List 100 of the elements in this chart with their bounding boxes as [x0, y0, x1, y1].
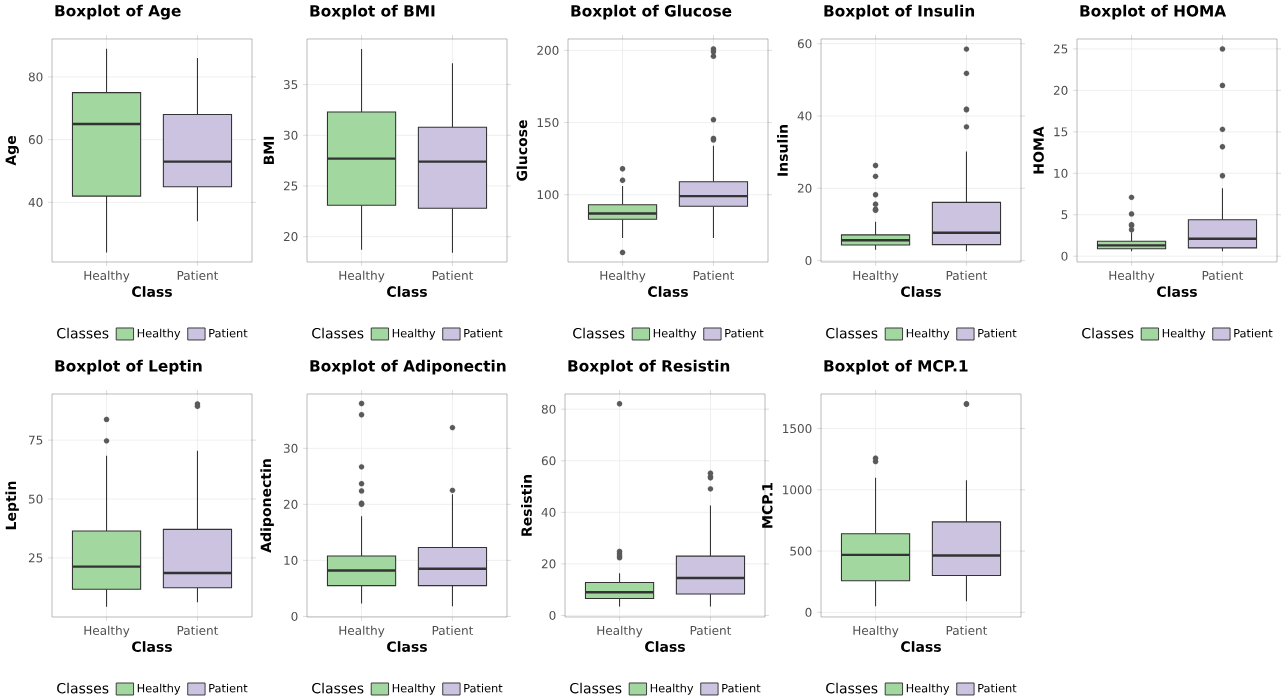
x-tick-label: Patient — [690, 625, 732, 635]
y-axis-title: BMI — [263, 136, 274, 165]
x-tick-label: Patient — [177, 625, 219, 635]
y-tick-label: 25 — [283, 181, 298, 191]
x-axis-title: Class — [1157, 286, 1197, 297]
legend-label: Patient — [464, 328, 503, 338]
y-axis-title: Adiponectin — [260, 459, 274, 553]
chart-title: Boxplot of MCP.1 — [824, 359, 968, 375]
chart-title: Boxplot of Age — [55, 4, 181, 20]
y-tick-label: 20 — [541, 559, 556, 569]
legend-label: Patient — [209, 683, 248, 693]
x-axis-title: Class — [132, 641, 172, 652]
y-tick-label: 40 — [797, 111, 812, 121]
y-tick-label: 40 — [28, 197, 43, 207]
y-tick-label: 0 — [805, 607, 812, 617]
y-tick-label: 15 — [1054, 127, 1068, 137]
y-tick-label: 0 — [291, 611, 298, 621]
x-tick-label: Healthy — [1109, 270, 1155, 283]
legend-label: Healthy — [653, 328, 697, 340]
x-tick-label: Healthy — [853, 625, 899, 638]
y-tick-label: 0 — [805, 256, 812, 266]
y-tick-label: 500 — [790, 546, 812, 556]
x-tick-label: Patient — [946, 625, 988, 635]
legend-title: Classes — [1082, 327, 1134, 339]
legend-label: Healthy — [650, 683, 694, 695]
y-tick-label: 20 — [283, 499, 298, 509]
chart-title: Boxplot of BMI — [310, 4, 435, 20]
x-axis-title: Class — [901, 286, 941, 297]
x-axis-title: Class — [387, 641, 427, 652]
legend-label: Patient — [978, 683, 1017, 693]
y-axis-title: Age — [5, 136, 19, 166]
y-tick-label: 80 — [541, 404, 556, 414]
y-tick-label: 0 — [1061, 251, 1068, 261]
x-tick-label: Healthy — [339, 270, 385, 283]
x-tick-label: Healthy — [600, 270, 646, 283]
y-tick-label: 200 — [537, 45, 559, 55]
legend-title: Classes — [573, 327, 625, 339]
legend-label: Patient — [209, 328, 248, 338]
legend-label: Healthy — [137, 683, 181, 695]
legend-label: Healthy — [906, 683, 950, 695]
y-tick-label: 60 — [797, 39, 812, 49]
legend-label: Patient — [725, 328, 764, 338]
y-tick-label: 10 — [1054, 168, 1068, 178]
x-tick-label: Healthy — [853, 270, 899, 283]
legend-label: Patient — [978, 328, 1017, 338]
y-tick-label: 80 — [28, 72, 43, 82]
x-axis-title: Class — [648, 286, 688, 297]
x-tick-label: Patient — [693, 270, 735, 280]
y-axis-title: MCP.1 — [762, 482, 773, 528]
chart-title: Boxplot of HOMA — [1080, 4, 1227, 20]
legend-title: Classes — [826, 682, 878, 694]
legend-label: Patient — [1234, 328, 1273, 338]
y-axis-title: Glucose — [516, 120, 528, 181]
legend-title: Classes — [57, 682, 109, 694]
chart-title: Boxplot of Insulin — [824, 4, 975, 20]
legend-label: Healthy — [392, 328, 436, 340]
y-tick-label: 20 — [797, 183, 812, 193]
x-axis-title: Class — [901, 641, 941, 652]
x-axis-title: Class — [645, 641, 685, 652]
y-tick-label: 20 — [283, 232, 298, 242]
x-tick-label: Healthy — [339, 625, 385, 638]
x-tick-label: Patient — [177, 270, 219, 280]
chart-title: Boxplot of Adiponectin — [310, 359, 506, 375]
legend-title: Classes — [312, 327, 364, 339]
legend-title: Classes — [57, 327, 109, 339]
x-tick-label: Healthy — [597, 625, 643, 638]
y-tick-label: 25 — [1053, 44, 1068, 54]
legend-title: Classes — [570, 682, 622, 694]
legend-label: Healthy — [906, 328, 950, 340]
y-tick-label: 100 — [537, 190, 559, 200]
legend-title: Classes — [826, 327, 878, 339]
y-axis-title: Insulin — [777, 125, 788, 176]
legend-label: Patient — [464, 683, 503, 693]
y-tick-label: 1500 — [783, 424, 812, 434]
chart-title: Boxplot of Resistin — [568, 359, 730, 375]
y-axis-title: Resistin — [521, 474, 532, 536]
y-tick-label: 20 — [1053, 85, 1068, 95]
x-tick-label: Patient — [946, 270, 988, 280]
chart-title: Boxplot of Glucose — [571, 4, 732, 20]
y-tick-label: 60 — [28, 135, 43, 145]
legend-title: Classes — [312, 682, 364, 694]
legend-label: Healthy — [1162, 328, 1206, 340]
legend-label: Patient — [722, 683, 761, 693]
x-tick-label: Healthy — [84, 625, 130, 638]
y-tick-label: 50 — [28, 494, 43, 504]
x-tick-label: Patient — [432, 270, 474, 280]
y-tick-label: 25 — [28, 553, 43, 563]
x-tick-label: Patient — [432, 625, 474, 635]
y-tick-label: 1000 — [783, 485, 812, 495]
y-tick-label: 5 — [1061, 210, 1068, 220]
y-tick-label: 40 — [541, 507, 556, 517]
legend-label: Healthy — [392, 683, 436, 695]
x-axis-title: Class — [387, 286, 427, 297]
chart-title: Boxplot of Leptin — [55, 359, 202, 375]
y-axis-title: Leptin — [5, 481, 19, 530]
y-tick-label: 30 — [283, 130, 298, 140]
y-tick-label: 0 — [549, 610, 556, 620]
y-tick-label: 60 — [541, 456, 556, 466]
x-tick-label: Healthy — [84, 270, 130, 283]
y-tick-label: 10 — [284, 555, 298, 565]
